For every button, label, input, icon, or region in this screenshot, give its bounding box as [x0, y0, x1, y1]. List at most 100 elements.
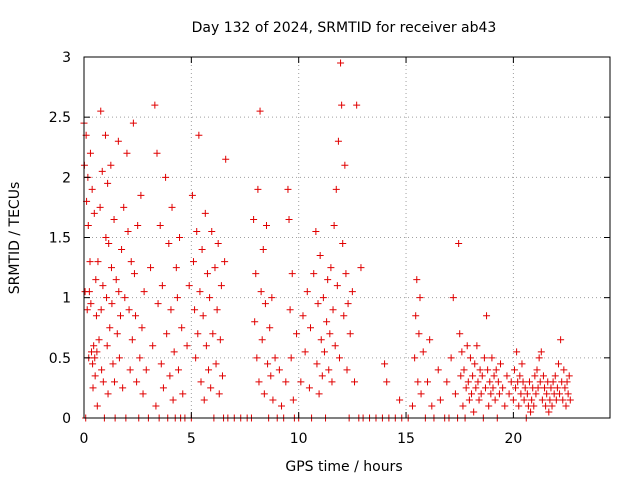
data-point: [297, 378, 305, 386]
data-point: [264, 360, 272, 368]
data-point: [466, 354, 474, 362]
data-point: [198, 246, 206, 254]
data-point: [147, 264, 155, 272]
data-point: [494, 378, 502, 386]
data-point: [159, 384, 167, 392]
chart-title: Day 132 of 2024, SRMTID for receiver ab4…: [192, 20, 497, 36]
data-point: [551, 372, 559, 380]
data-point: [485, 402, 493, 410]
data-point: [424, 378, 432, 386]
data-point: [329, 306, 337, 314]
data-point: [112, 276, 120, 284]
data-point: [542, 402, 550, 410]
data-point: [566, 396, 574, 404]
data-point: [206, 294, 214, 302]
data-point: [564, 390, 572, 398]
data-point: [501, 402, 509, 410]
data-point: [157, 360, 165, 368]
data-point: [456, 330, 464, 338]
x-tick-label: 10: [290, 431, 308, 447]
data-point: [396, 396, 404, 404]
data-point: [268, 294, 276, 302]
data-point: [313, 360, 321, 368]
data-point: [489, 384, 497, 392]
data-point: [103, 342, 111, 350]
data-point: [561, 384, 569, 392]
data-point: [472, 384, 480, 392]
data-point: [104, 390, 112, 398]
data-point: [465, 396, 473, 404]
data-point: [194, 330, 202, 338]
data-point: [267, 372, 275, 380]
data-point: [293, 330, 301, 338]
data-point: [168, 203, 176, 211]
data-point: [285, 215, 293, 223]
data-point: [525, 378, 533, 386]
data-point: [213, 306, 221, 314]
data-point: [216, 336, 224, 344]
data-point: [312, 227, 320, 235]
data-point: [91, 372, 99, 380]
data-point: [251, 318, 259, 326]
data-point: [88, 185, 96, 193]
y-tick-label: 1: [62, 291, 71, 307]
data-point: [205, 366, 213, 374]
data-point: [110, 378, 118, 386]
data-point: [201, 209, 209, 217]
data-point: [115, 288, 123, 296]
data-point: [317, 336, 325, 344]
data-point: [89, 384, 97, 392]
data-point: [307, 324, 315, 332]
data-point: [162, 173, 170, 181]
data-point: [348, 288, 356, 296]
data-point: [124, 227, 132, 235]
data-point: [116, 312, 124, 320]
data-point: [214, 240, 222, 248]
data-point: [475, 396, 483, 404]
data-point: [468, 390, 476, 398]
data-point: [341, 161, 349, 169]
data-point: [335, 354, 343, 362]
data-point: [517, 390, 525, 398]
data-point: [547, 384, 555, 392]
data-point: [266, 324, 274, 332]
data-point: [543, 390, 551, 398]
ticks-layer: 0 5 10 15 20 0 0.5 1 1.5 2 2.5 3: [49, 50, 610, 447]
data-point: [113, 330, 121, 338]
y-tick-label: 2.5: [49, 110, 71, 126]
data-point: [470, 408, 478, 416]
data-point: [486, 378, 494, 386]
data-point: [107, 161, 115, 169]
data-point: [330, 221, 338, 229]
data-point: [417, 390, 425, 398]
data-point: [127, 258, 135, 266]
data-point: [255, 378, 263, 386]
data-point: [92, 312, 100, 320]
data-point: [412, 312, 420, 320]
data-point: [136, 354, 144, 362]
data-point: [99, 378, 107, 386]
data-point: [462, 384, 470, 392]
data-point: [533, 366, 541, 374]
data-point: [334, 137, 342, 145]
data-point: [179, 390, 187, 398]
grid-layer: [84, 57, 610, 418]
data-point: [535, 354, 543, 362]
data-point: [129, 119, 137, 127]
data-point: [152, 402, 160, 410]
data-point: [140, 288, 148, 296]
data-point: [416, 294, 424, 302]
data-point: [166, 372, 174, 380]
data-point: [123, 149, 131, 157]
data-point: [221, 258, 229, 266]
data-point: [338, 101, 346, 109]
data-point: [130, 270, 138, 278]
y-tick-label: 0.5: [49, 351, 71, 367]
data-point: [449, 294, 457, 302]
data-point: [84, 221, 92, 229]
data-point: [173, 294, 181, 302]
data-point: [252, 270, 260, 278]
data-point: [138, 324, 146, 332]
data-point: [153, 149, 161, 157]
data-point: [172, 264, 180, 272]
